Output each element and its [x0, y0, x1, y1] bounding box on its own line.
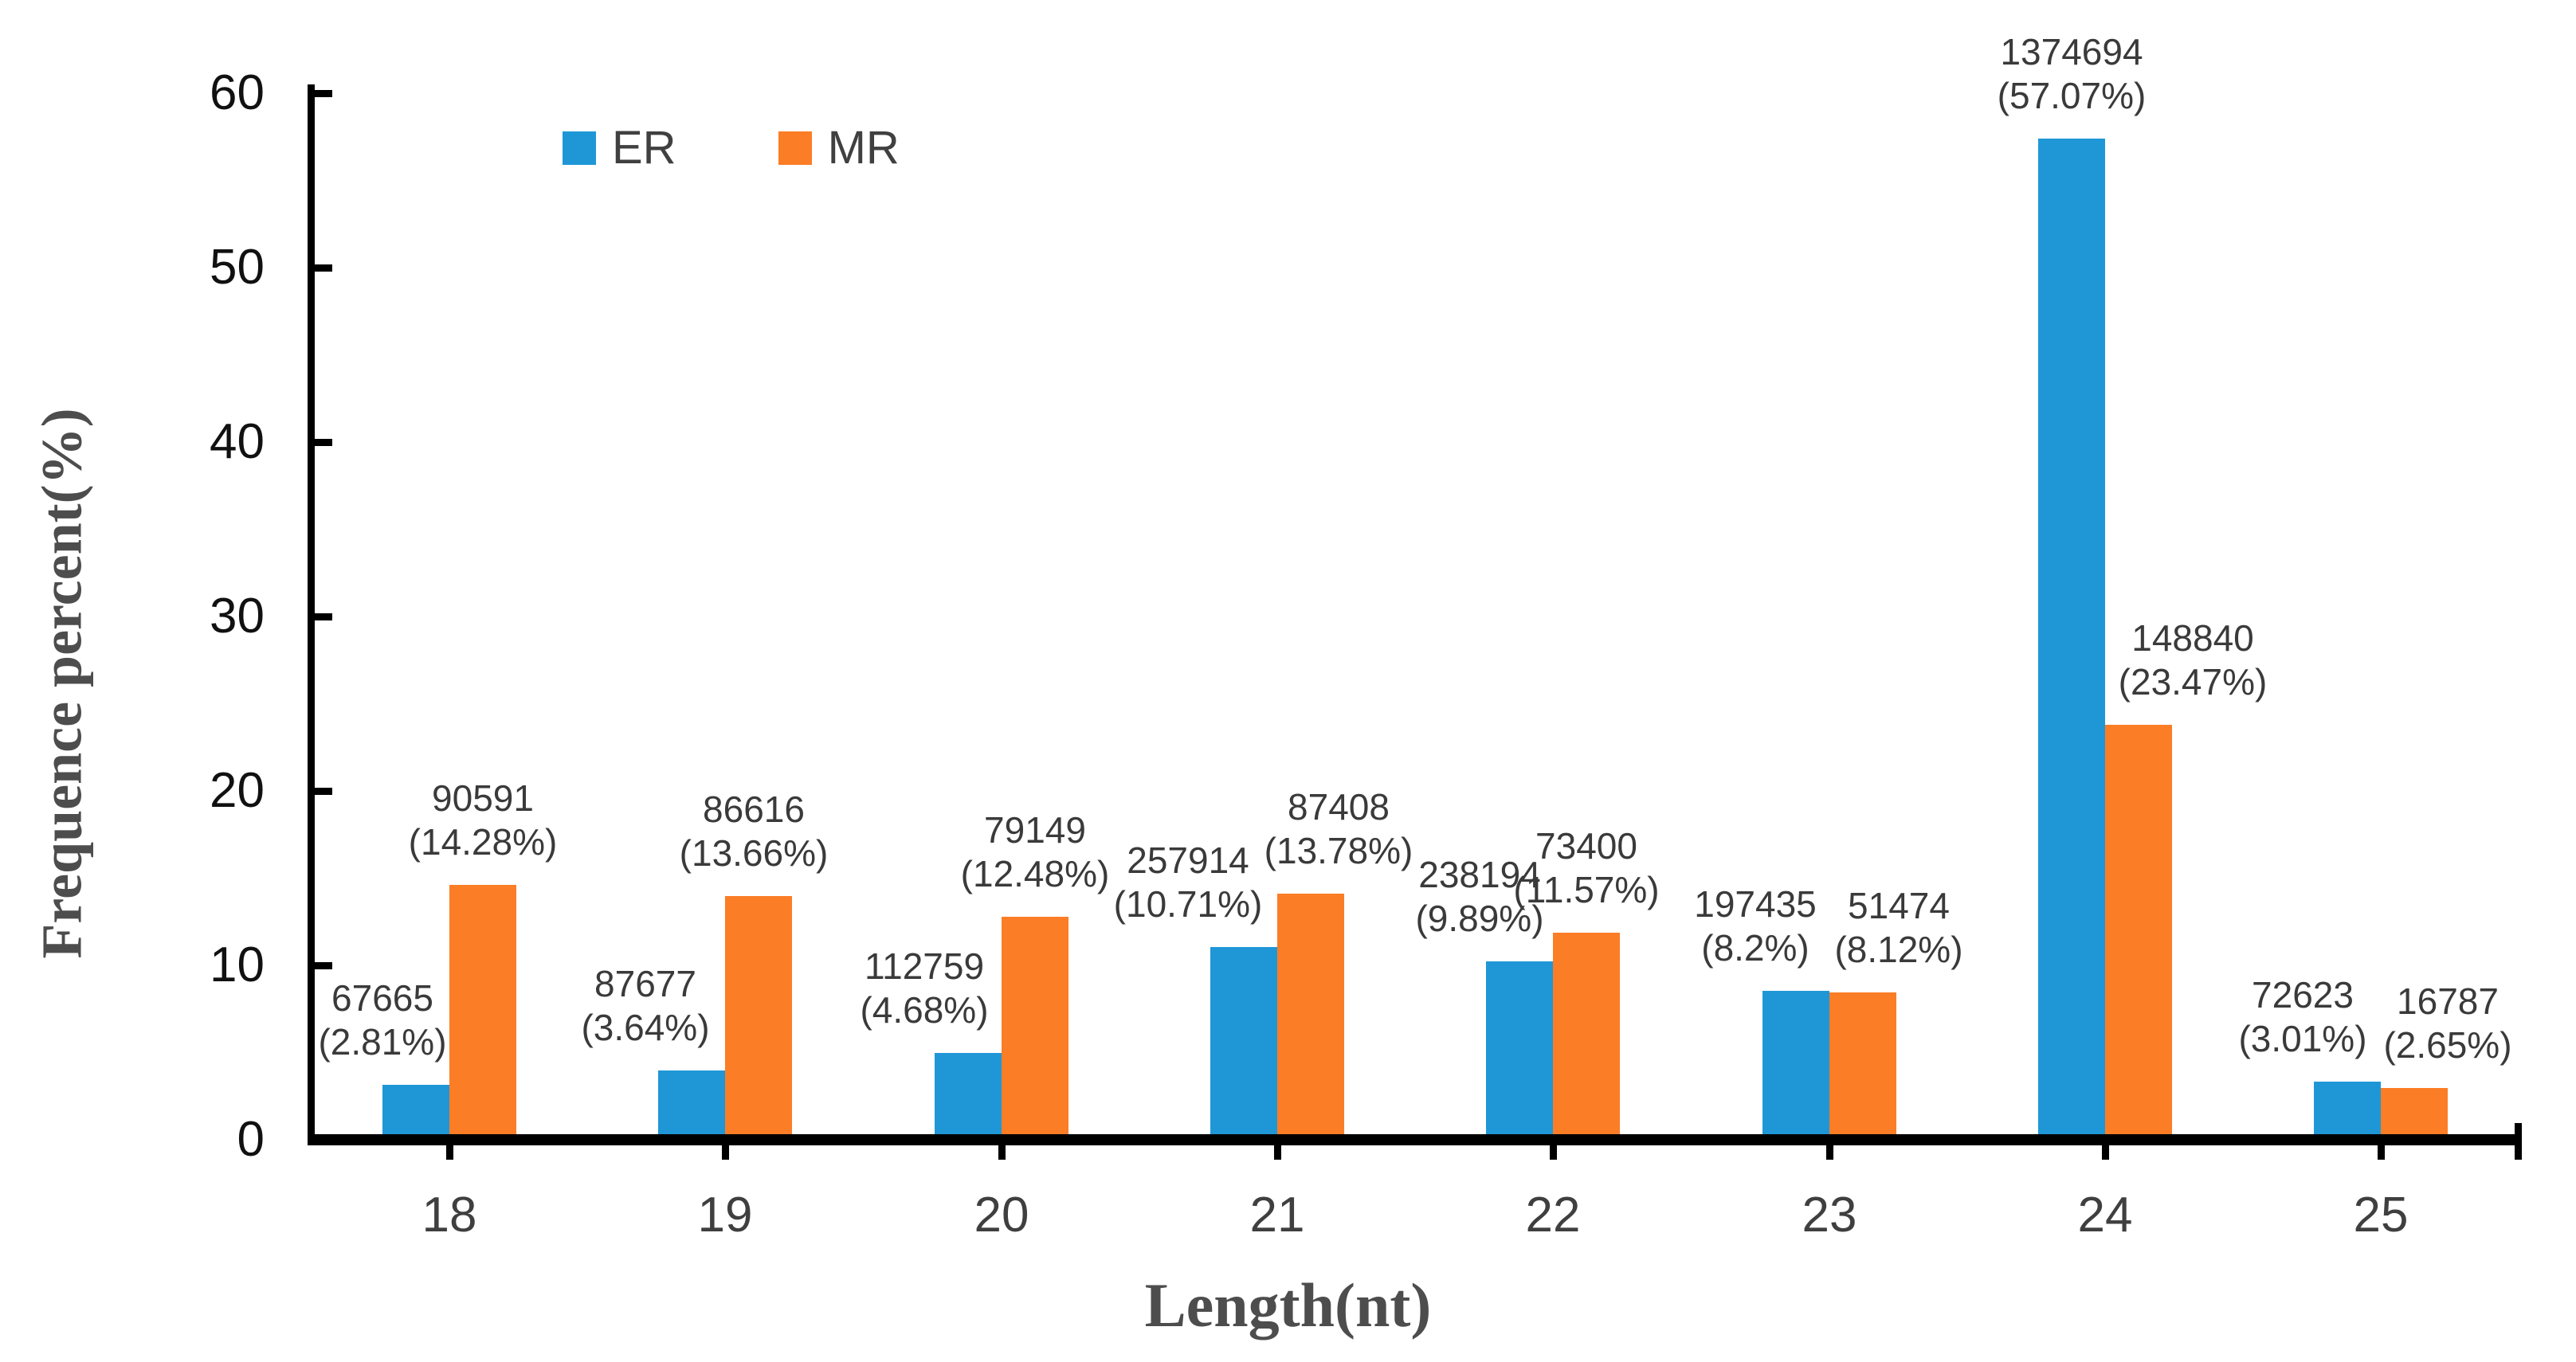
x-tick-label: 19 — [697, 1188, 753, 1243]
x-tick-label: 22 — [1525, 1188, 1581, 1243]
bar-mr-22 — [1553, 933, 1620, 1134]
x-axis-line — [308, 1134, 2521, 1145]
y-tick — [315, 788, 332, 795]
x-tick — [1274, 1123, 1281, 1160]
bar-mr-19 — [725, 896, 792, 1134]
bar-er-25 — [2314, 1082, 2381, 1134]
data-label-mr-24: 148840 (23.47%) — [2118, 617, 2268, 703]
y-tick-label: 0 — [237, 1112, 265, 1167]
data-label-er-18: 67665 (2.81%) — [318, 977, 447, 1063]
y-tick-label: 40 — [210, 414, 265, 469]
y-axis-title: Frequence percent(%) — [29, 408, 94, 959]
data-label-er-23: 197435 (8.2%) — [1694, 883, 1817, 969]
legend-label-er: ER — [612, 122, 676, 174]
x-tick — [2378, 1123, 2385, 1160]
x-tick-label: 23 — [1802, 1188, 1857, 1243]
x-tick-label: 21 — [1249, 1188, 1305, 1243]
data-label-mr-18: 90591 (14.28%) — [408, 777, 558, 863]
x-tick-label: 20 — [974, 1188, 1029, 1243]
bar-mr-18 — [449, 885, 516, 1134]
y-tick-label: 30 — [210, 589, 265, 644]
y-tick-label: 10 — [210, 937, 265, 992]
data-label-mr-25: 16787 (2.65%) — [2383, 980, 2512, 1066]
x-tick — [446, 1123, 453, 1160]
x-tick — [722, 1123, 729, 1160]
data-label-er-25: 72623 (3.01%) — [2238, 974, 2367, 1059]
bar-er-21 — [1210, 947, 1277, 1134]
bar-er-18 — [382, 1085, 449, 1134]
data-label-er-19: 87677 (3.64%) — [581, 963, 710, 1048]
data-label-mr-19: 86616 (13.66%) — [679, 789, 829, 874]
bar-mr-25 — [2381, 1088, 2448, 1134]
legend-swatch-er — [563, 131, 596, 165]
legend-swatch-mr — [778, 131, 812, 165]
bar-mr-20 — [1002, 917, 1068, 1134]
bar-er-22 — [1486, 961, 1553, 1134]
bar-er-24 — [2038, 139, 2105, 1134]
y-axis-line — [308, 84, 315, 1145]
data-label-er-22: 238194 (9.89%) — [1415, 854, 1544, 939]
legend-label-mr: MR — [827, 122, 900, 174]
data-label-mr-21: 87408 (13.78%) — [1264, 786, 1413, 871]
y-tick-label: 50 — [210, 240, 265, 295]
bar-er-20 — [935, 1053, 1002, 1134]
data-label-er-21: 257914 (10.71%) — [1113, 840, 1263, 925]
data-label-er-24: 1374694 (57.07%) — [1997, 31, 2147, 116]
y-tick — [315, 962, 332, 969]
y-tick — [315, 90, 332, 97]
y-tick — [315, 613, 332, 620]
x-tick — [2102, 1123, 2109, 1160]
bar-er-23 — [1762, 991, 1829, 1134]
x-tick-label: 25 — [2353, 1188, 2409, 1243]
bar-er-19 — [658, 1070, 725, 1134]
data-label-mr-20: 79149 (12.48%) — [960, 809, 1110, 894]
bar-mr-24 — [2105, 725, 2172, 1134]
bar-mr-23 — [1829, 992, 1896, 1134]
x-axis-title: Length(nt) — [1144, 1270, 1432, 1340]
x-tick-end — [2515, 1123, 2522, 1160]
data-label-mr-23: 51474 (8.12%) — [1834, 885, 1963, 970]
y-tick — [315, 439, 332, 446]
data-label-er-20: 112759 (4.68%) — [860, 945, 989, 1031]
y-tick-label: 60 — [210, 65, 265, 120]
data-label-mr-22: 73400 (11.57%) — [1513, 825, 1660, 910]
x-tick-label: 24 — [2077, 1188, 2133, 1243]
x-tick — [998, 1123, 1006, 1160]
y-tick-label: 20 — [210, 763, 265, 818]
x-tick — [1550, 1123, 1557, 1160]
legend: ER MR — [563, 121, 900, 174]
y-tick — [315, 264, 332, 272]
x-tick-label: 18 — [421, 1188, 477, 1243]
x-tick — [1826, 1123, 1833, 1160]
bar-mr-21 — [1277, 894, 1344, 1134]
